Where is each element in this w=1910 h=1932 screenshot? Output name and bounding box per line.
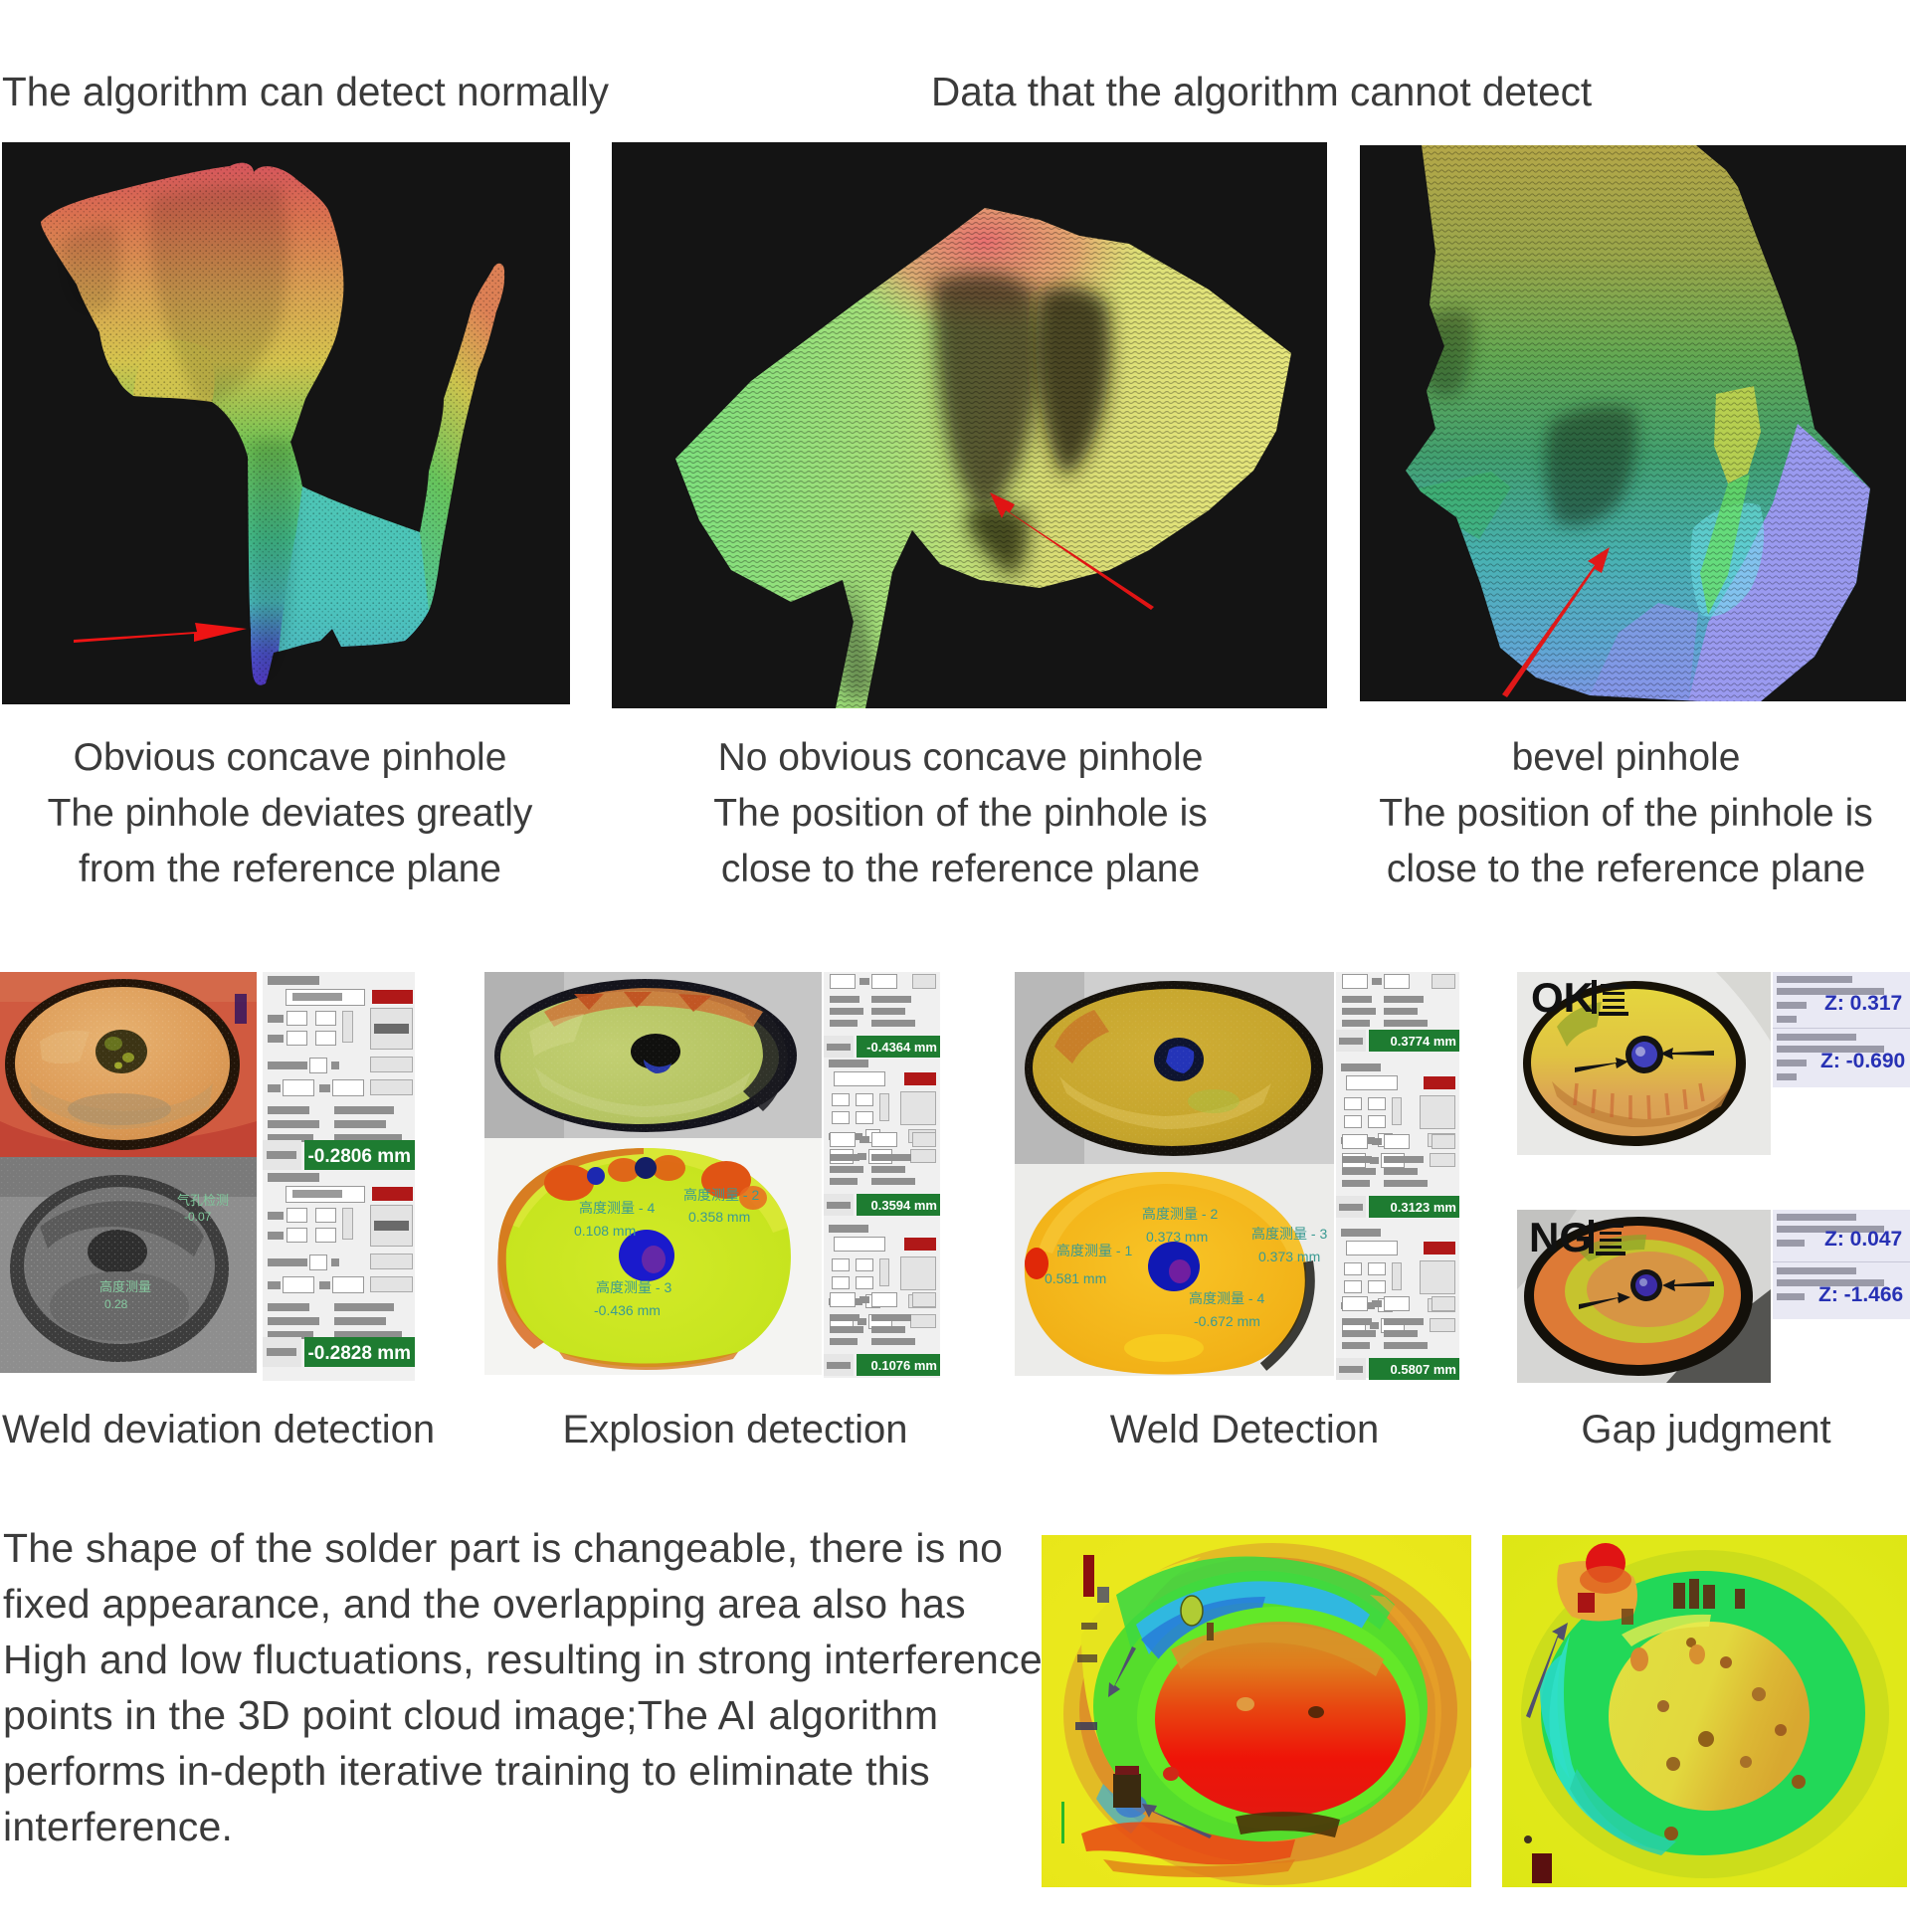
svg-text:0.373 mm: 0.373 mm [1146, 1229, 1208, 1245]
svg-text:高度测量 - 1: 高度测量 - 1 [1056, 1243, 1132, 1258]
svg-text:0.581 mm: 0.581 mm [1045, 1270, 1106, 1286]
svg-text:0.358 mm: 0.358 mm [688, 1209, 750, 1225]
svg-text:高度测量 - 4: 高度测量 - 4 [1189, 1290, 1264, 1306]
svg-text:0.28: 0.28 [104, 1297, 128, 1311]
svg-text:-0.436 mm: -0.436 mm [594, 1302, 661, 1318]
svg-text:气孔检测: 气孔检测 [177, 1193, 229, 1208]
svg-text:高度测量 - 2: 高度测量 - 2 [683, 1187, 759, 1203]
svg-text:-0.672 mm: -0.672 mm [1194, 1313, 1260, 1329]
svg-text:高度测量 - 2: 高度测量 - 2 [1142, 1206, 1218, 1222]
svg-text:NG: NG [1529, 1214, 1592, 1260]
svg-text:0.108 mm: 0.108 mm [574, 1223, 636, 1239]
svg-text:0.373 mm: 0.373 mm [1258, 1249, 1320, 1264]
svg-text:高度测量 - 4: 高度测量 - 4 [579, 1200, 655, 1216]
svg-text:OK: OK [1531, 974, 1594, 1021]
svg-text:高度测量: 高度测量 [99, 1279, 151, 1294]
svg-text:高度测量 - 3: 高度测量 - 3 [596, 1279, 671, 1295]
svg-text:-0.07: -0.07 [184, 1210, 212, 1224]
svg-text:高度测量 - 3: 高度测量 - 3 [1251, 1226, 1327, 1242]
